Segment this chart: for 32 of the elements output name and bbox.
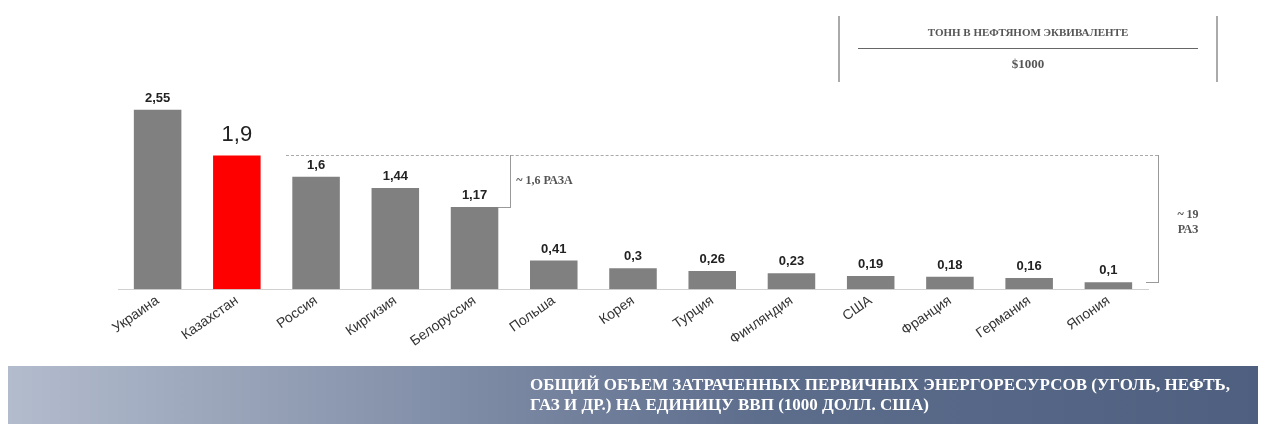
bar [530, 260, 578, 290]
data-label: 0,16 [1016, 258, 1042, 274]
bar [1084, 282, 1133, 290]
bar [688, 271, 736, 290]
bar [609, 268, 657, 290]
annotation: ~ 1,6 РАЗА [516, 173, 573, 189]
data-label: 1,9 [221, 120, 253, 146]
bar [846, 275, 895, 290]
text: $1000 [1010, 56, 1046, 72]
data-label: 1,6 [307, 156, 326, 172]
data-label: 1,17 [461, 187, 488, 203]
data-label: 0,3 [623, 248, 643, 264]
text: ~ 19 РАЗ [1176, 206, 1200, 237]
x-tick-label: США [839, 291, 876, 324]
bar [371, 187, 420, 290]
data-label: 0,19 [858, 256, 884, 272]
data-label: 0,26 [699, 251, 725, 267]
bar [213, 155, 261, 290]
text: ТОНН В НЕФТЯНОМ ЭКВИВАЛЕНТЕ [926, 26, 1130, 38]
data-label: 1,44 [382, 167, 409, 183]
bar [292, 176, 340, 290]
data-label: 0,18 [937, 256, 963, 272]
data-label: 0,1 [1099, 262, 1118, 278]
bar [133, 109, 182, 290]
bar [926, 276, 974, 290]
data-label: 0,23 [778, 253, 805, 269]
bar [1005, 278, 1053, 290]
bar [767, 273, 816, 290]
text: ОБЩИЙ ОБЪЕМ ЗАТРАЧЕННЫХ ПЕРВИЧНЫХ ЭНЕРГОРЕСУРСОВ (УГОЛЬ, НЕФТЬ, ГАЗ И ДР.) НА ЕДИНИЦУ ВВП (1000 ДОЛЛ. США) [530, 375, 1232, 415]
data-label: 2,55 [144, 89, 171, 105]
data-label: 0,41 [541, 240, 567, 256]
bar [450, 206, 499, 290]
